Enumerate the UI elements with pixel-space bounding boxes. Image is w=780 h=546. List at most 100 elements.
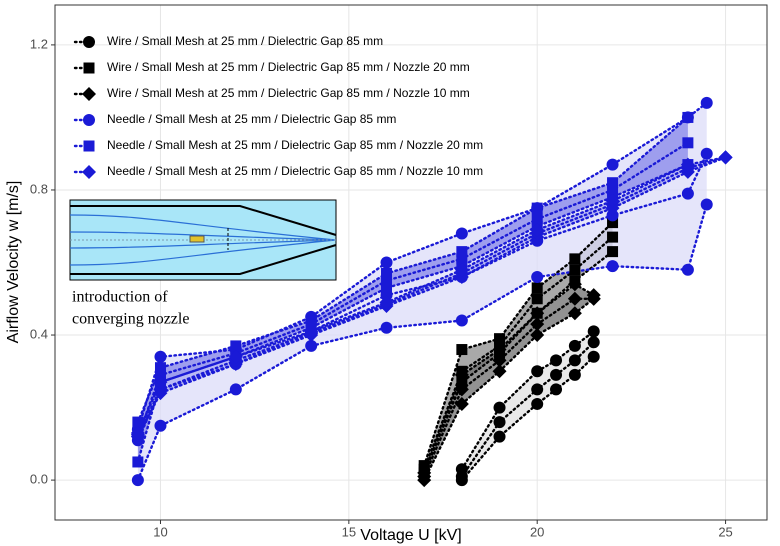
annotation: introduction of: [72, 289, 168, 306]
point: [550, 354, 563, 367]
point: [531, 365, 544, 378]
point: [380, 321, 393, 334]
y-tick-label: 0.4: [30, 326, 48, 341]
point: [530, 328, 545, 343]
y-tick-label: 0.8: [30, 181, 48, 196]
point: [682, 137, 694, 149]
series-line: [422, 235, 614, 471]
point: [531, 282, 543, 294]
point: [605, 193, 620, 208]
point: [530, 222, 545, 237]
series-line: [136, 156, 727, 436]
point: [154, 419, 167, 432]
point: [454, 382, 469, 397]
needle: [189, 235, 205, 243]
point: [228, 349, 243, 364]
point: [454, 262, 469, 277]
y-axis-label: Airflow Velocity w [m/s]: [5, 181, 22, 344]
point: [531, 213, 543, 225]
point: [492, 353, 507, 368]
point: [456, 246, 468, 258]
y-tick-label: 0.0: [30, 472, 48, 487]
point: [229, 383, 242, 396]
point: [606, 260, 619, 273]
point: [456, 376, 468, 388]
point: [587, 325, 600, 338]
point: [550, 383, 563, 396]
point: [568, 354, 581, 367]
point: [493, 416, 506, 429]
series-line: [136, 156, 727, 438]
point: [454, 396, 469, 411]
point: [455, 314, 468, 327]
point: [550, 368, 563, 381]
point: [230, 340, 242, 352]
legend-label: Wire / Small Mesh at 25 mm / Dielectric …: [107, 60, 470, 74]
series-line: [422, 250, 614, 475]
point: [607, 184, 619, 196]
point: [587, 336, 600, 349]
point: [587, 350, 600, 363]
panel-border: [54, 4, 768, 521]
series-line: [422, 221, 614, 467]
point: [305, 315, 317, 327]
point: [680, 157, 695, 172]
legend-marker: [82, 87, 96, 101]
x-axis-label: Voltage U [kV]: [360, 527, 461, 544]
legend-marker: [82, 165, 96, 179]
legend-label: Needle / Small Mesh at 25 mm / Dielectri…: [107, 138, 483, 152]
legend-label: Wire / Small Mesh at 25 mm / Dielectric …: [107, 86, 470, 100]
point: [531, 293, 543, 305]
point: [131, 474, 144, 487]
point: [606, 209, 619, 222]
point: [418, 460, 430, 472]
point: [569, 264, 581, 276]
x-tick-label: 10: [153, 524, 167, 539]
point: [154, 350, 167, 363]
point: [682, 111, 694, 123]
point: [607, 217, 619, 229]
point: [530, 317, 545, 332]
inset: introduction of converging nozzle: [69, 199, 337, 328]
point: [718, 150, 733, 165]
legend-marker: [83, 36, 95, 48]
point: [132, 416, 144, 428]
series-line: [136, 203, 708, 482]
ribbon: [461, 331, 594, 481]
legend-marker: [83, 114, 95, 126]
legend-label: Needle / Small Mesh at 25 mm / Dielectri…: [107, 112, 396, 126]
series-line: [136, 101, 708, 431]
ribbon: [424, 222, 613, 473]
grid: [51, 5, 767, 524]
point: [492, 364, 507, 379]
point: [153, 382, 168, 397]
point: [493, 401, 506, 414]
point: [531, 397, 544, 410]
point: [607, 246, 619, 258]
point: [454, 367, 469, 382]
point: [607, 231, 619, 243]
legend-marker: [83, 140, 95, 152]
point: [531, 383, 544, 396]
point: [130, 425, 145, 440]
point: [569, 253, 581, 265]
point: [681, 263, 694, 276]
point: [681, 187, 694, 200]
point: [567, 277, 582, 292]
series-line: [460, 341, 595, 478]
point: [153, 375, 168, 390]
point: [417, 465, 432, 480]
point: [305, 339, 318, 352]
point: [568, 368, 581, 381]
point: [493, 430, 506, 443]
point: [700, 198, 713, 211]
x-tick-label: 20: [530, 524, 544, 539]
point: [567, 306, 582, 321]
point: [531, 202, 543, 214]
x-tick-label: 15: [342, 524, 356, 539]
point: [154, 369, 166, 381]
legend: Wire / Small Mesh at 25 mm / Dielectric …: [73, 34, 483, 179]
point: [700, 147, 713, 160]
point: [492, 342, 507, 357]
